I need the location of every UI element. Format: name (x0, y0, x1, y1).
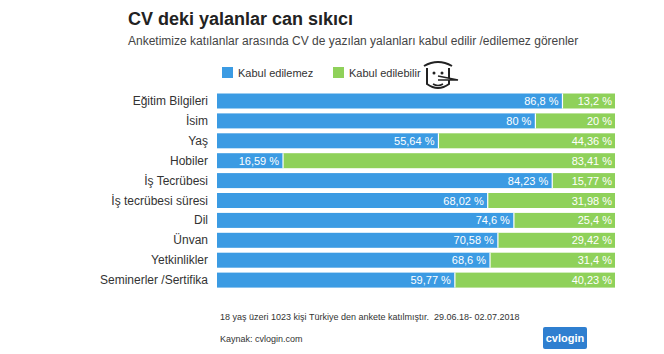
bar-separator (438, 133, 439, 148)
bar (514, 213, 615, 228)
category-label: Hobiler (170, 154, 208, 168)
legend-swatch (333, 67, 344, 78)
bar-separator (282, 153, 283, 168)
data-label: 83,41 % (572, 155, 613, 167)
bar (455, 273, 615, 288)
chart: CV deki yalanlar can sıkıcı Anketimize ka… (0, 0, 664, 354)
data-label: 15,77 % (572, 175, 613, 187)
category-label: İsim (186, 114, 208, 128)
data-label: 29,42 % (572, 234, 613, 246)
category-label: İş Tecrübesi (144, 174, 208, 188)
bar (217, 193, 488, 208)
subtitle: Anketimize katılanlar arasında CV de yaz… (128, 34, 578, 48)
data-label: 74,6 % (476, 214, 510, 226)
bar (217, 273, 455, 288)
data-label: 25,4 % (578, 214, 612, 226)
bars (217, 94, 615, 288)
bar (283, 153, 615, 168)
data-label: 70,58 % (454, 234, 495, 246)
bar-separator (497, 233, 498, 248)
data-label: 84,23 % (508, 175, 549, 187)
bar (217, 153, 283, 168)
data-label: 44,36 % (572, 135, 613, 147)
bar (217, 94, 562, 109)
bar (217, 213, 514, 228)
bar-separator (513, 213, 514, 228)
data-label: 13,2 % (578, 95, 612, 107)
bar-separator (489, 253, 490, 268)
data-label: 55,64 % (394, 135, 435, 147)
data-label: 20 % (587, 115, 612, 127)
icon-mouth (433, 84, 443, 86)
bar (498, 233, 615, 248)
data-label: 86,8 % (524, 95, 558, 107)
legend: Kabul edilemez Kabul edilebilir (222, 67, 421, 79)
bar (552, 173, 615, 188)
bar (217, 133, 438, 148)
icon-nose (438, 76, 458, 80)
bar (562, 94, 615, 109)
bar (535, 113, 615, 128)
legend-label: Kabul edilemez (238, 67, 313, 79)
bar (488, 193, 615, 208)
data-label: 16,59 % (239, 155, 280, 167)
data-label: 31,98 % (572, 195, 613, 207)
category-label: Eğitim Bilgileri (133, 94, 208, 108)
data-label: 40,23 % (572, 274, 613, 286)
bar-separator (487, 193, 488, 208)
data-label: 68,02 % (443, 195, 484, 207)
bar-separator (552, 173, 553, 188)
category-label: Seminerler /Sertifika (100, 273, 208, 287)
annotation: Kaynak: cvlogin.com (220, 334, 303, 344)
logo: cvlogin (543, 327, 587, 349)
bar (217, 173, 552, 188)
bar (217, 253, 490, 268)
category-label: Dil (194, 213, 208, 227)
bar (438, 133, 615, 148)
title: CV deki yalanlar can sıkıcı (128, 9, 353, 29)
legend-label: Kabul edilebilir (349, 67, 421, 79)
category-label: İş tecrübesi süresi (111, 194, 208, 208)
bar-separator (535, 113, 536, 128)
annotation: 18 yaş üzeri 1023 kişi Türkiye den anket… (220, 312, 520, 322)
bar (490, 253, 615, 268)
icon-eye (441, 72, 444, 75)
bar-separator (454, 273, 455, 288)
labels: Eğitim Bilgileri 86,8 % 13,2 % İsim 80 % 20 %… (100, 94, 612, 287)
data-label: 68,6 % (452, 254, 486, 266)
bar-separator (562, 94, 563, 109)
category-label: Yaş (188, 134, 208, 148)
logo-box (543, 327, 587, 349)
bar (217, 233, 498, 248)
icon-eye (433, 72, 436, 75)
data-label: 80 % (506, 115, 531, 127)
data-label: 59,77 % (411, 274, 452, 286)
category-label: Ünvan (173, 233, 208, 247)
category-label: Yetkinlikler (151, 253, 208, 267)
data-label: 31,4 % (578, 254, 612, 266)
logo-text: cvlogin (546, 332, 585, 344)
legend-swatch (222, 67, 233, 78)
icon (424, 62, 458, 88)
icon-hat (424, 62, 452, 66)
bar (217, 113, 535, 128)
